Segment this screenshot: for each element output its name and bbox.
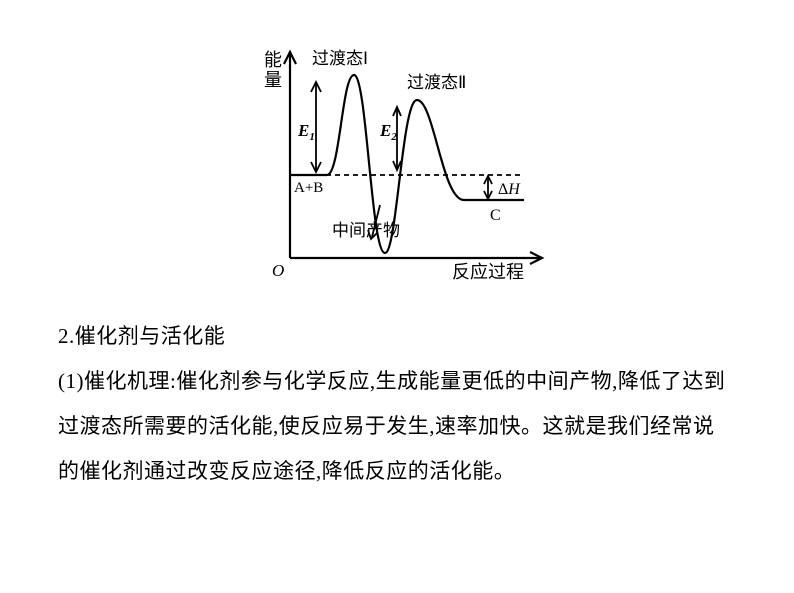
intermediate-label: 中间产物 [332, 221, 400, 240]
e2-label: E2 [379, 121, 397, 143]
body-line-3: 过渡态所需要的活化能,使反应易于发生,速率加快。这就是我们经常说 [58, 404, 736, 449]
delta-h-label: ΔH [498, 181, 521, 198]
e1-label: E1 [297, 121, 315, 143]
body-text: 2.催化剂与活化能 (1)催化机理:催化剂参与化学反应,生成能量更低的中间产物,… [58, 314, 736, 495]
peak1-label: 过渡态Ⅰ [312, 49, 368, 68]
body-line-2: (1)催化机理:催化剂参与化学反应,生成能量更低的中间产物,降低了达到 [58, 359, 736, 404]
reactant-label: A+B [294, 180, 323, 196]
peak2-label: 过渡态Ⅱ [407, 73, 466, 92]
body-line-1: 2.催化剂与活化能 [58, 314, 736, 359]
energy-diagram-container: 能 量 O 反应过程 过渡态Ⅰ 过渡态Ⅱ A+B C 中间产物 [58, 40, 736, 290]
y-axis-label-1: 能 [264, 50, 282, 70]
energy-diagram: 能 量 O 反应过程 过渡态Ⅰ 过渡态Ⅱ A+B C 中间产物 [232, 40, 562, 290]
x-axis-label: 反应过程 [452, 262, 524, 282]
product-label: C [490, 207, 501, 224]
origin-label: O [272, 261, 284, 280]
body-line-4: 的催化剂通过改变反应途径,降低反应的活化能。 [58, 449, 736, 494]
y-axis-label-2: 量 [264, 70, 282, 90]
